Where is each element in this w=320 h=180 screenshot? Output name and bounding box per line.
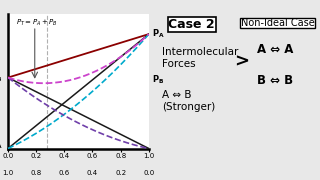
Text: Case 2: Case 2 bbox=[168, 18, 215, 31]
Text: $\mathbf{P_B}$: $\mathbf{P_B}$ bbox=[152, 73, 164, 86]
Text: 0.4: 0.4 bbox=[87, 170, 98, 176]
Text: $P_T = P_A + P_B$: $P_T = P_A + P_B$ bbox=[16, 18, 58, 28]
Text: Intermolecular
Forces: Intermolecular Forces bbox=[162, 47, 238, 69]
Text: 0.0: 0.0 bbox=[143, 170, 155, 176]
Text: $\mathbf{P_A}$: $\mathbf{P_A}$ bbox=[152, 28, 164, 40]
Text: A ⇔ A: A ⇔ A bbox=[257, 43, 294, 56]
Text: Non-Ideal Case: Non-Ideal Case bbox=[241, 18, 315, 28]
Text: $\mathbf{P_B}$: $\mathbf{P_B}$ bbox=[0, 71, 2, 84]
Text: 0.8: 0.8 bbox=[30, 170, 42, 176]
Text: B ⇔ B: B ⇔ B bbox=[257, 74, 293, 87]
Text: 0.2: 0.2 bbox=[115, 170, 126, 176]
Text: $\mathbf{P_A}$: $\mathbf{P_A}$ bbox=[0, 139, 2, 151]
Text: 1.0: 1.0 bbox=[2, 170, 14, 176]
Text: >: > bbox=[234, 52, 249, 70]
Text: 0.6: 0.6 bbox=[59, 170, 70, 176]
Text: A ⇔ B
(Stronger): A ⇔ B (Stronger) bbox=[162, 90, 215, 112]
